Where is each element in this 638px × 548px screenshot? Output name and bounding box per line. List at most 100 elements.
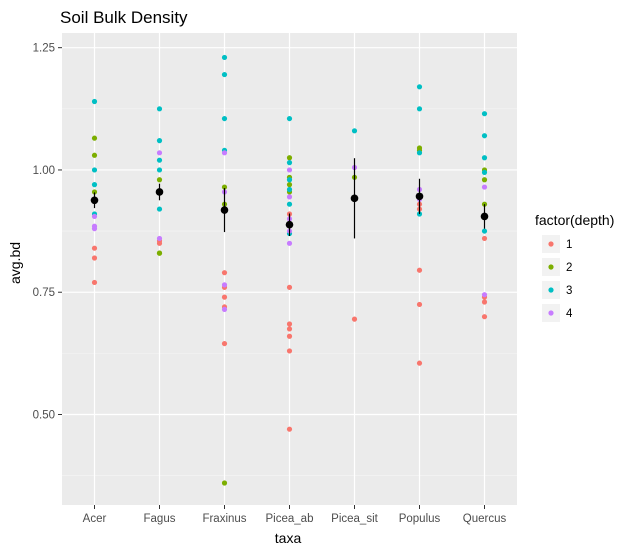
data-point [286, 155, 293, 161]
data-point [286, 348, 293, 354]
data-point [286, 115, 293, 122]
mean-point [90, 196, 99, 205]
legend-key-dot [548, 264, 554, 270]
data-point [91, 182, 98, 188]
mean-point [415, 192, 424, 201]
data-point [286, 160, 293, 166]
data-point [286, 167, 293, 173]
x-axis-title: taxa [275, 530, 302, 546]
data-point [481, 177, 488, 183]
data-point [156, 150, 163, 156]
data-point [156, 206, 163, 212]
data-point [221, 270, 228, 276]
data-point [221, 184, 228, 190]
data-point [481, 235, 488, 242]
chart-title: Soil Bulk Density [60, 8, 188, 27]
data-point [91, 279, 98, 286]
data-point [221, 306, 228, 312]
data-point [221, 54, 228, 61]
data-point [416, 84, 423, 90]
data-point [156, 235, 163, 242]
data-point [286, 426, 293, 432]
mean-point [220, 206, 229, 214]
data-point [91, 255, 98, 261]
data-point [286, 201, 293, 207]
data-point [351, 316, 358, 322]
legend: factor(depth) 1 2 3 4 [535, 212, 614, 322]
x-tick-label: Populus [399, 513, 441, 525]
data-point [221, 282, 228, 288]
data-point [156, 138, 163, 144]
legend-label: 4 [566, 308, 573, 320]
data-point [91, 135, 98, 141]
data-point [221, 294, 228, 300]
legend-key-dot [548, 241, 554, 247]
legend-label: 1 [566, 239, 572, 251]
data-point [91, 189, 98, 195]
data-point [221, 115, 228, 122]
data-point [221, 480, 228, 486]
data-point [481, 314, 488, 320]
data-point [481, 292, 488, 298]
data-point [286, 186, 293, 193]
x-tick-label: Acer [83, 513, 107, 525]
y-tick-label: 0.75 [33, 287, 55, 299]
data-point [481, 133, 488, 139]
data-point [91, 98, 98, 105]
data-point [286, 177, 293, 183]
data-point [156, 177, 163, 183]
data-point [416, 150, 423, 156]
data-point [156, 167, 163, 173]
data-point [156, 157, 163, 163]
data-point [156, 250, 163, 256]
data-point [221, 340, 228, 347]
data-point [91, 213, 98, 220]
data-point [286, 240, 293, 246]
data-point [91, 245, 98, 251]
x-tick-label: Fagus [144, 513, 176, 525]
data-point [286, 326, 293, 332]
x-axis: Acer Fagus Fraxinus Picea_ab Picea_sit Populu… [83, 505, 507, 525]
mean-point [480, 212, 489, 221]
mean-point [285, 220, 294, 229]
data-point [286, 321, 293, 327]
data-point [286, 182, 293, 188]
data-point [416, 301, 423, 308]
data-point [481, 184, 488, 190]
data-point [91, 167, 98, 173]
data-point [91, 226, 98, 232]
legend-key-dot [548, 310, 554, 316]
legend-key-dot [548, 287, 554, 293]
data-point [91, 152, 98, 158]
y-tick-label: 0.50 [33, 410, 55, 422]
y-tick-label: 1.00 [33, 165, 55, 177]
x-tick-label: Picea_ab [266, 513, 314, 525]
data-point [286, 284, 293, 290]
mean-point [155, 188, 164, 196]
y-axis-title: avg.bd [7, 242, 23, 284]
data-point [416, 106, 423, 112]
data-point [481, 228, 488, 234]
legend-label: 3 [566, 285, 572, 297]
legend-label: 2 [566, 262, 572, 274]
data-point [416, 267, 423, 273]
data-point [286, 194, 293, 200]
data-point [481, 169, 488, 175]
data-point [351, 128, 358, 134]
y-axis: 0.50 0.75 1.00 1.25 [33, 43, 62, 422]
data-point [286, 333, 293, 339]
data-point [156, 240, 163, 246]
mean-summary [90, 158, 489, 239]
x-tick-label: Quercus [463, 513, 507, 525]
data-point [416, 360, 423, 366]
data-point [221, 71, 228, 78]
data-point [481, 155, 488, 161]
mean-point [350, 194, 359, 203]
data-point [481, 111, 488, 117]
data-point [156, 106, 163, 112]
legend-title: factor(depth) [535, 212, 614, 228]
x-tick-label: Fraxinus [202, 513, 246, 525]
y-tick-label: 1.25 [33, 43, 55, 55]
x-tick-label: Picea_sit [331, 513, 378, 525]
